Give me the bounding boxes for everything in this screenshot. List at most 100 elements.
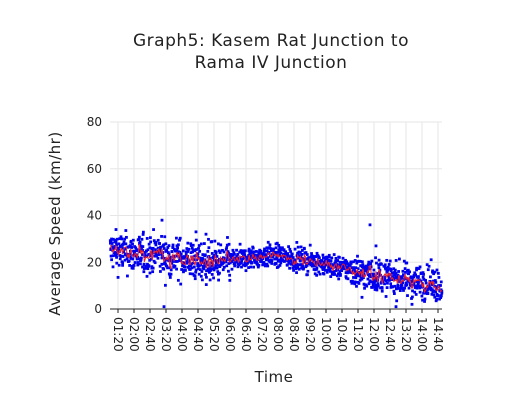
data-point [149, 257, 153, 261]
data-point [408, 270, 412, 274]
data-point [265, 262, 269, 266]
data-point [138, 240, 142, 244]
data-point [288, 255, 292, 259]
data-point [423, 300, 426, 303]
data-point [141, 265, 144, 269]
data-point [245, 256, 249, 260]
data-point [174, 249, 178, 253]
data-point [157, 253, 160, 257]
data-point [366, 277, 370, 281]
data-point [215, 255, 219, 258]
data-point [144, 266, 148, 270]
data-point [337, 256, 341, 259]
data-point [431, 288, 434, 292]
data-point [148, 271, 152, 275]
data-point [328, 269, 332, 273]
data-point [348, 264, 352, 268]
data-point [204, 283, 208, 287]
data-point [110, 237, 113, 241]
data-point [323, 268, 327, 272]
data-point [332, 253, 336, 256]
chart-title-line: Graph5: Kasem Rat Junction to [133, 31, 409, 51]
data-point [374, 283, 378, 287]
data-point [368, 267, 372, 271]
data-point [440, 289, 444, 293]
data-point [407, 286, 411, 290]
data-point [438, 297, 441, 301]
data-point [149, 240, 153, 244]
data-point [158, 264, 162, 268]
data-point [374, 276, 378, 280]
data-point [249, 249, 253, 253]
data-point [115, 255, 118, 259]
data-point [427, 264, 431, 268]
data-point [178, 250, 182, 254]
data-point [395, 275, 399, 279]
data-point [417, 281, 420, 284]
data-point [196, 264, 200, 268]
data-point [412, 275, 416, 279]
data-point [344, 275, 348, 279]
data-point [366, 267, 370, 271]
data-point [377, 266, 381, 270]
data-point [213, 266, 217, 270]
data-point [183, 265, 187, 269]
data-point [235, 248, 238, 252]
data-point [136, 261, 140, 264]
data-point [167, 252, 171, 256]
x-tick-label: 10:00 [319, 317, 333, 352]
data-point [435, 268, 439, 272]
data-point [389, 282, 393, 286]
data-point [164, 283, 167, 287]
data-point [288, 247, 292, 251]
data-point [218, 271, 221, 275]
data-point [398, 280, 401, 283]
data-point [117, 263, 121, 267]
data-point [141, 233, 145, 236]
y-tick-labels: 0 20 40 60 80 [87, 115, 102, 316]
data-point [301, 257, 305, 261]
data-point [175, 248, 179, 252]
data-point [306, 269, 310, 273]
data-point [326, 268, 330, 272]
data-point [124, 229, 128, 232]
data-point [384, 266, 388, 270]
data-point [146, 262, 149, 266]
y-tick-label: 60 [87, 162, 102, 176]
data-point [221, 248, 224, 252]
data-point [356, 260, 360, 263]
data-point [185, 256, 189, 260]
data-point [363, 286, 366, 290]
data-point [391, 285, 395, 289]
data-point [414, 293, 418, 296]
data-point [154, 240, 158, 244]
y-tick-label: 0 [94, 302, 102, 316]
data-point [376, 284, 380, 288]
data-point [195, 258, 199, 262]
data-point [156, 256, 160, 260]
data-point [424, 281, 428, 285]
data-point [262, 253, 266, 257]
data-point [397, 287, 400, 290]
data-point [173, 264, 177, 268]
data-point [372, 272, 375, 276]
data-point [387, 277, 391, 281]
data-point [312, 258, 316, 262]
data-point [405, 283, 409, 287]
data-point [360, 277, 364, 281]
data-point [261, 263, 265, 267]
data-point [375, 285, 379, 289]
data-point [436, 294, 440, 297]
data-point [222, 265, 226, 269]
data-point [247, 249, 251, 253]
data-point [400, 275, 404, 279]
data-point [400, 284, 404, 287]
data-point [169, 255, 173, 259]
data-point [176, 278, 180, 282]
data-point [205, 275, 208, 279]
data-point [342, 267, 346, 271]
data-point [162, 305, 166, 309]
data-point [318, 272, 322, 276]
data-point [225, 264, 229, 268]
data-point [327, 255, 331, 259]
